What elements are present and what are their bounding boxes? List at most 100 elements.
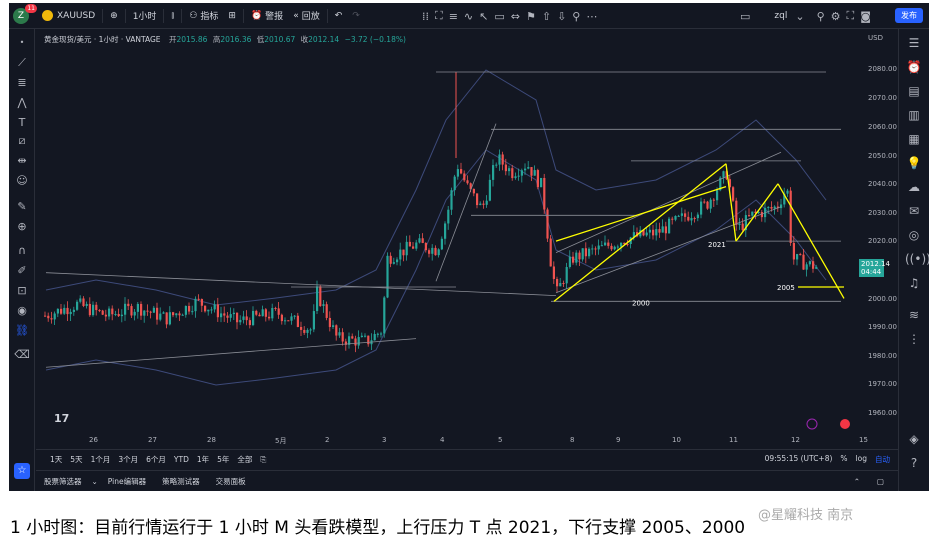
- trend-line-icon[interactable]: ⟋: [18, 56, 26, 69]
- fib-icon[interactable]: ≡: [448, 9, 458, 23]
- collapse-panel-icon[interactable]: ⌃: [853, 476, 860, 486]
- emoji-icon[interactable]: ☺: [16, 174, 28, 187]
- news-icon[interactable]: ▥: [908, 108, 920, 122]
- calendar-icon[interactable]: ▦: [908, 132, 920, 146]
- candle-body: [418, 238, 421, 243]
- candle-body: [82, 298, 85, 306]
- help-icon[interactable]: ?: [910, 456, 918, 470]
- clock[interactable]: 09:55:15 (UTC+8): [764, 454, 833, 463]
- range-ytd[interactable]: YTD: [173, 455, 189, 464]
- user-avatar[interactable]: Z 11: [13, 3, 37, 24]
- lightning-icon: [806, 418, 818, 430]
- redo-button[interactable]: ↷: [347, 3, 365, 29]
- pattern-icon[interactable]: ⋀: [17, 96, 27, 109]
- alert-button[interactable]: ⏰ 警报: [246, 3, 288, 29]
- undo-button[interactable]: ↶: [330, 3, 348, 29]
- log-toggle[interactable]: log: [855, 454, 867, 463]
- candle-body: [738, 223, 741, 225]
- range-5d[interactable]: 5天: [70, 455, 83, 464]
- symbol-search-button[interactable]: XAUUSD: [37, 3, 100, 29]
- drag-handle-icon[interactable]: ⁞⁞: [422, 9, 429, 23]
- measure-tool-icon[interactable]: ⇹: [17, 154, 27, 167]
- ideas-icon[interactable]: 💡: [906, 156, 922, 170]
- comments-icon[interactable]: ✉: [908, 204, 920, 218]
- selection-icon[interactable]: ⛶: [435, 9, 443, 22]
- text-icon[interactable]: T: [18, 116, 26, 129]
- candle-body: [364, 335, 367, 337]
- chat-icon[interactable]: ☁: [908, 180, 920, 194]
- range-1d[interactable]: 1天: [50, 455, 63, 464]
- broadcast-icon[interactable]: ((•)): [905, 252, 929, 266]
- candle-body: [210, 309, 213, 311]
- measure-icon[interactable]: ⇔: [510, 9, 520, 23]
- layout-name[interactable]: zql: [774, 11, 788, 21]
- pin-icon[interactable]: ⚲: [572, 9, 581, 23]
- link-icon[interactable]: ⛓: [15, 324, 29, 337]
- more-icon[interactable]: ⋯: [586, 9, 598, 23]
- range-1y[interactable]: 1年: [196, 455, 210, 464]
- price-axis[interactable]: USD 2080.00 2070.00 2060.00 2050.00 2040…: [856, 30, 897, 433]
- candle-body: [322, 304, 325, 307]
- candle-body: [799, 254, 802, 256]
- signals-icon[interactable]: ≋: [908, 308, 920, 322]
- goto-date-icon[interactable]: ⎘: [260, 454, 267, 464]
- chevron-down-icon[interactable]: ⌄: [91, 476, 98, 486]
- bell-icon[interactable]: ♫: [908, 276, 920, 290]
- eye-icon[interactable]: ◉: [17, 304, 27, 317]
- camera-icon[interactable]: ◙: [860, 9, 871, 23]
- zoom-in-icon[interactable]: ⊕: [17, 220, 27, 233]
- chart-type-button[interactable]: ⫾: [166, 3, 179, 29]
- candle-body: [296, 315, 299, 327]
- lock-icon[interactable]: ⊡: [17, 284, 27, 297]
- brush-icon[interactable]: ∿: [463, 9, 474, 23]
- layout-icon[interactable]: ▭: [740, 9, 751, 23]
- tab-trading-panel[interactable]: 交易面板: [215, 476, 246, 486]
- arrow-down-icon[interactable]: ⇩: [557, 9, 567, 23]
- flag-icon[interactable]: ⚑: [525, 9, 536, 23]
- ruler-icon[interactable]: ✎: [17, 200, 27, 213]
- search-icon[interactable]: ⚲: [816, 9, 825, 23]
- range-5y[interactable]: 5年: [217, 455, 230, 464]
- lock-drawing-icon[interactable]: ✐: [17, 264, 27, 277]
- range-all[interactable]: 全部: [237, 455, 253, 464]
- settings-icon[interactable]: ⚙: [830, 9, 841, 23]
- layers-icon[interactable]: ◈: [909, 432, 919, 446]
- hierarchy-icon[interactable]: ⋮: [908, 332, 920, 346]
- range-3m[interactable]: 3个月: [118, 455, 139, 464]
- maximize-panel-icon[interactable]: ▢: [876, 476, 884, 486]
- candle-body: [792, 242, 795, 260]
- replay-button[interactable]: «回放: [288, 3, 325, 29]
- forecast-icon[interactable]: ⧄: [18, 134, 26, 147]
- star-icon[interactable]: ☆: [14, 463, 30, 479]
- chevron-down-icon[interactable]: ⌄: [795, 9, 805, 23]
- auto-toggle[interactable]: 自动: [875, 455, 890, 464]
- fib-retracement-icon[interactable]: ≣: [17, 76, 27, 89]
- data-window-icon[interactable]: ▤: [908, 84, 920, 98]
- price-chart[interactable]: 2021 2000 2005 17: [36, 30, 856, 433]
- candle-body: [284, 320, 287, 322]
- candle-body: [85, 303, 88, 306]
- arrow-up-icon[interactable]: ⇧: [541, 9, 552, 23]
- cursor-icon[interactable]: •: [19, 38, 25, 47]
- trash-icon[interactable]: ⌫: [14, 348, 30, 361]
- templates-button[interactable]: ⊞: [223, 3, 241, 29]
- arrow-icon[interactable]: ↖: [479, 9, 489, 23]
- streams-icon[interactable]: ◎: [908, 228, 920, 242]
- time-axis[interactable]: 26 27 28 5月 2 3 4 5 8 9 10 11 12 15: [36, 433, 868, 449]
- watchlist-icon[interactable]: ☰: [908, 36, 920, 50]
- tab-stock-screener[interactable]: 股票筛选器: [44, 476, 82, 486]
- alarm-clock-icon[interactable]: ⏰: [906, 60, 922, 74]
- tab-pine-editor[interactable]: Pine编辑器: [107, 476, 147, 486]
- range-6m[interactable]: 6个月: [146, 455, 166, 464]
- magnet-icon[interactable]: ∩: [17, 244, 27, 257]
- publish-button[interactable]: 发布: [895, 8, 923, 23]
- rectangle-icon[interactable]: ▭: [494, 9, 505, 23]
- interval-button[interactable]: 1小时: [128, 3, 162, 29]
- range-1m[interactable]: 1个月: [90, 455, 111, 464]
- percent-toggle[interactable]: %: [840, 454, 848, 463]
- indicators-button[interactable]: ⚇ 指标: [184, 3, 223, 29]
- add-symbol-button[interactable]: ⊕: [105, 3, 123, 29]
- tab-strategy-tester[interactable]: 策略测试器: [162, 476, 200, 486]
- candle-body: [789, 190, 792, 243]
- fullscreen-icon[interactable]: ⛶: [846, 9, 855, 22]
